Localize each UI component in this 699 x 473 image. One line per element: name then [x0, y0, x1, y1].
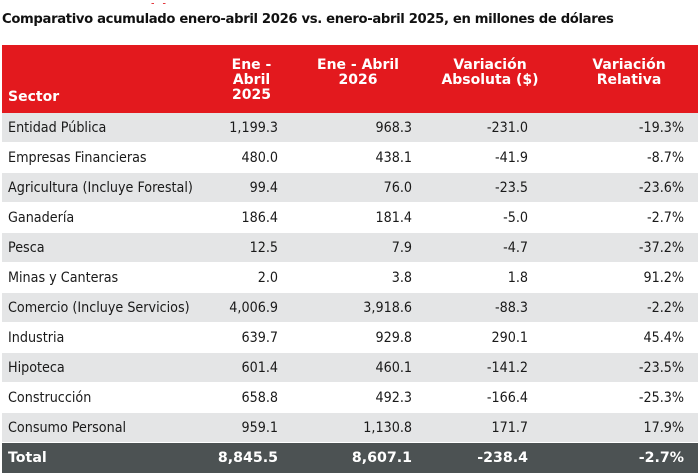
sector-cell: Empresas Financieras: [2, 143, 207, 173]
variacion-absoluta-cell: 1.8: [420, 263, 560, 293]
value-2025-cell: 959.1: [207, 413, 296, 443]
value-2025-cell: 12.5: [207, 233, 296, 263]
header-variacion-relativa-line: Relativa: [568, 73, 690, 88]
variacion-relativa-cell: -23.6%: [560, 173, 698, 203]
header-2026-line: Ene - Abril: [304, 58, 412, 73]
value-2025-cell: 4,006.9: [207, 293, 296, 323]
cropped-title-fragment: , ,: [150, 0, 167, 4]
value-2026-cell: 3,918.6: [296, 293, 420, 323]
sector-cell: Construcción: [2, 383, 207, 413]
variacion-relativa-cell: -23.5%: [560, 353, 698, 383]
value-2026-cell: 460.1: [296, 353, 420, 383]
value-2026-cell: 438.1: [296, 143, 420, 173]
value-2025-cell: 1,199.3: [207, 113, 296, 143]
variacion-absoluta-cell: -231.0: [420, 113, 560, 143]
variacion-absoluta-cell: 171.7: [420, 413, 560, 443]
variacion-absoluta-cell: -88.3: [420, 293, 560, 323]
variacion-relativa-cell: -25.3%: [560, 383, 698, 413]
sector-cell: Minas y Canteras: [2, 263, 207, 293]
value-2026-cell: 181.4: [296, 203, 420, 233]
value-2026-cell: 3.8: [296, 263, 420, 293]
value-2025-cell: 658.8: [207, 383, 296, 413]
cropped-title-strip: , ,: [0, 0, 699, 4]
value-2026-cell: 76.0: [296, 173, 420, 203]
variacion-relativa-cell: 45.4%: [560, 323, 698, 353]
header-sector-line: Sector: [8, 90, 199, 105]
total-2025: 8,845.5: [207, 443, 296, 473]
header-2026-line: 2026: [304, 73, 412, 88]
header-2025-line: Ene - Abril: [215, 58, 288, 88]
total-variacion-absoluta: -238.4: [420, 443, 560, 473]
variacion-relativa-cell: -37.2%: [560, 233, 698, 263]
table-subtitle: Comparativo acumulado enero-abril 2026 v…: [2, 12, 613, 27]
header-variacion-relativa-line: Variación: [568, 58, 690, 73]
total-2026: 8,607.1: [296, 443, 420, 473]
variacion-relativa-cell: -2.2%: [560, 293, 698, 323]
variacion-relativa-cell: -19.3%: [560, 113, 698, 143]
variacion-relativa-cell: 17.9%: [560, 413, 698, 443]
value-2026-cell: 492.3: [296, 383, 420, 413]
value-2026-cell: 968.3: [296, 113, 420, 143]
value-2025-cell: 2.0: [207, 263, 296, 293]
variacion-absoluta-cell: -41.9: [420, 143, 560, 173]
total-label: Total: [2, 443, 207, 473]
header-2025-line: 2025: [215, 88, 288, 103]
variacion-absoluta-cell: 290.1: [420, 323, 560, 353]
variacion-absoluta-cell: -23.5: [420, 173, 560, 203]
sector-cell: Comercio (Incluye Servicios): [2, 293, 207, 323]
value-2025-cell: 601.4: [207, 353, 296, 383]
variacion-relativa-cell: 91.2%: [560, 263, 698, 293]
sector-cell: Agricultura (Incluye Forestal): [2, 173, 207, 203]
value-2025-cell: 186.4: [207, 203, 296, 233]
variacion-relativa-cell: -2.7%: [560, 203, 698, 233]
variacion-absoluta-cell: -141.2: [420, 353, 560, 383]
sector-cell: Consumo Personal: [2, 413, 207, 443]
value-2026-cell: 7.9: [296, 233, 420, 263]
value-2025-cell: 99.4: [207, 173, 296, 203]
variacion-absoluta-cell: -5.0: [420, 203, 560, 233]
variacion-absoluta-cell: -166.4: [420, 383, 560, 413]
total-variacion-relativa: -2.7%: [560, 443, 698, 473]
header-variacion-absoluta-line: Absoluta ($): [428, 73, 552, 88]
sector-cell: Ganadería: [2, 203, 207, 233]
variacion-absoluta-cell: -4.7: [420, 233, 560, 263]
sector-cell: Pesca: [2, 233, 207, 263]
sector-cell: Industria: [2, 323, 207, 353]
header-variacion-absoluta-line: Variación: [428, 58, 552, 73]
value-2025-cell: 639.7: [207, 323, 296, 353]
header-sector: Sector: [2, 45, 207, 113]
value-2026-cell: 929.8: [296, 323, 420, 353]
sector-cell: Hipoteca: [2, 353, 207, 383]
value-2026-cell: 1,130.8: [296, 413, 420, 443]
value-2025-cell: 480.0: [207, 143, 296, 173]
variacion-relativa-cell: -8.7%: [560, 143, 698, 173]
sector-cell: Entidad Pública: [2, 113, 207, 143]
